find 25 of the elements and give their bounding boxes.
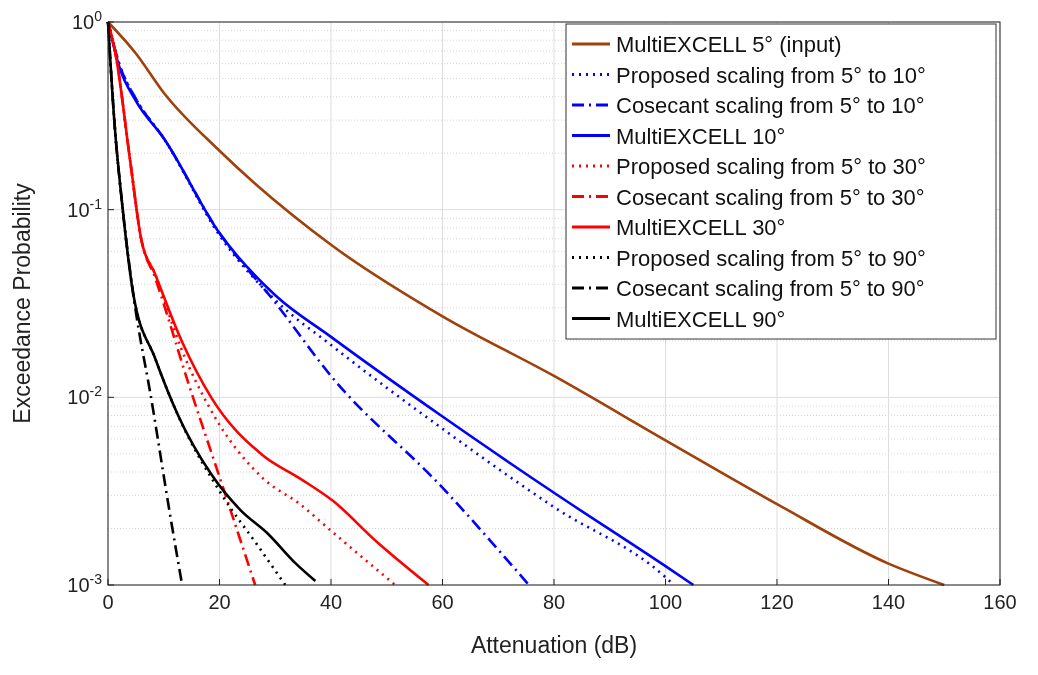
legend-label: Proposed scaling from 5° to 90° [616,245,926,271]
x-tick-label: 80 [542,591,566,613]
y-tick-label: 10$^{-2}$ [67,383,103,409]
x-tick-label: 140 [871,591,906,613]
y-tick-label: 10$^{-3}$ [67,571,103,596]
y-tick-label: 10$^{-1}$ [67,195,103,221]
y-axis-title: Exceedance Probability [9,182,35,424]
legend-label: Cosecant scaling from 5° to 90° [616,276,925,301]
x-tick-label: 100 [648,591,683,613]
legend-label: MultiEXCELL 5° (input) [616,32,842,57]
y-tick-label: 10$^{0}$ [71,8,103,33]
legend-label: MultiEXCELL 10° [616,123,786,149]
legend-label: MultiEXCELL 90° [616,306,786,332]
x-tick-label: 160 [983,591,1017,613]
legend-label: Proposed scaling from 5° to 30° [616,154,926,179]
legend-label: MultiEXCELL 30° [616,215,786,240]
x-tick-label: 40 [319,591,343,613]
x-tick-label: 120 [760,591,794,613]
x-tick-label: 0 [102,591,114,613]
legend-label: Cosecant scaling from 5° to 30° [616,184,925,210]
legend-label: Proposed scaling from 5° to 10° [616,62,926,88]
x-tick-label: 20 [208,591,231,613]
x-axis-title: Attenuation (dB) [470,632,638,658]
x-tick-label: 60 [431,591,454,613]
legend-label: Cosecant scaling from 5° to 10° [616,93,925,118]
